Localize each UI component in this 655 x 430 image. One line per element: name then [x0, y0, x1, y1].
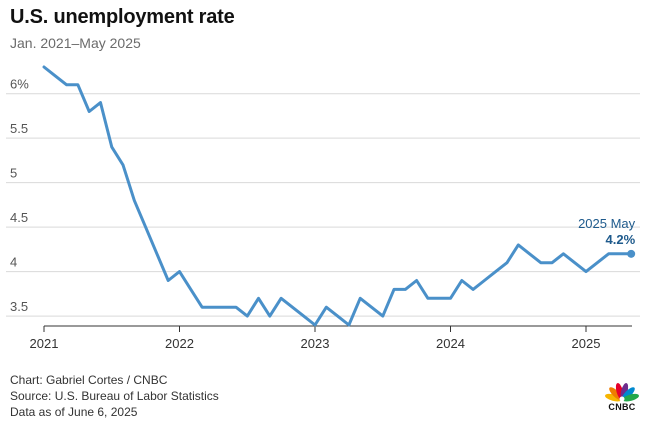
annotation-label: 2025 May	[578, 216, 636, 231]
cnbc-logo: CNBC	[604, 380, 640, 412]
x-tick-label: 2022	[165, 336, 194, 351]
y-tick-label: 5	[10, 166, 17, 181]
chart-footer: Chart: Gabriel Cortes / CNBC Source: U.S…	[10, 372, 219, 420]
series-line	[42, 65, 633, 327]
y-tick-label: 4.5	[10, 210, 28, 225]
cnbc-logo-text: CNBC	[608, 402, 636, 412]
logo-feather	[622, 393, 639, 402]
chart-title: U.S. unemployment rate	[10, 6, 235, 28]
y-tick-label: 6%	[10, 77, 29, 92]
y-tick-label: 4	[10, 255, 17, 270]
line-chart: 3.5 4 4.5 5 5.5 6% 2021 2022 2023 2024 2025 2025 Ma…	[6, 65, 640, 351]
x-tick-label: 2021	[30, 336, 59, 351]
y-tick-label: 3.5	[10, 299, 28, 314]
x-tick-label: 2025	[572, 336, 601, 351]
y-tick-label: 5.5	[10, 121, 28, 136]
logo-center	[619, 396, 625, 402]
annotation-value: 4.2%	[606, 232, 636, 247]
x-tick-label: 2023	[301, 336, 330, 351]
chart-subtitle: Jan. 2021–May 2025	[10, 35, 141, 51]
latest-point	[627, 249, 636, 258]
chart-credit: Chart: Gabriel Cortes / CNBC	[10, 373, 168, 387]
x-tick-label: 2024	[436, 336, 465, 351]
data-as-of: Data as of June 6, 2025	[10, 405, 138, 419]
peacock-logo-icon	[605, 383, 639, 402]
data-source: Source: U.S. Bureau of Labor Statistics	[10, 389, 219, 403]
